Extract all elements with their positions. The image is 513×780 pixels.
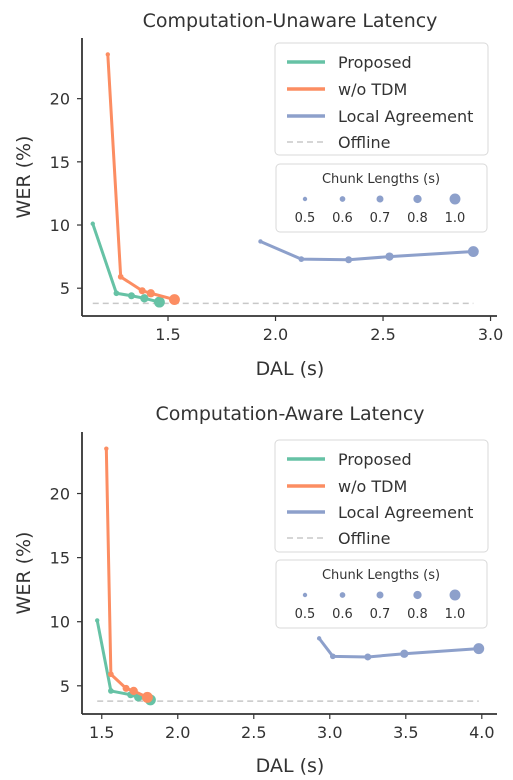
legend-label-proposed: Proposed [338, 53, 412, 72]
series-line-local-agreement [317, 637, 479, 659]
x-tick-label: 2.0 [263, 325, 288, 344]
x-tick-label: 2.5 [370, 325, 395, 344]
legend-label-wo-tdm: w/o TDM [338, 477, 407, 496]
legend: Proposed w/o TDM Local Agreement Offline [274, 439, 489, 553]
legend-box [274, 42, 489, 156]
chunk-legend-title: Chunk Lengths (s) [322, 172, 440, 187]
series-line-w-o-tdm [106, 54, 175, 302]
legend-label-local-agreement: Local Agreement [338, 107, 473, 126]
legend-box [274, 439, 489, 553]
x-tick-label: 1.5 [155, 325, 180, 344]
chunk-legend-label: 0.7 [370, 211, 391, 226]
x-tick-label: 3.0 [317, 723, 342, 742]
chunk-legend-label: 1.0 [445, 607, 466, 622]
x-tick-label: 3.5 [393, 723, 418, 742]
chunk-legend-label: 0.7 [370, 607, 391, 622]
chunk-legend-label: 0.5 [295, 211, 316, 226]
series-line-w-o-tdm [104, 448, 149, 699]
chunk-legend-label: 1.0 [445, 211, 466, 226]
x-axis-label: DAL (s) [256, 358, 325, 380]
chunk-legend-marker [339, 196, 346, 202]
data-point-local-agreement [467, 246, 479, 258]
data-point-w-o-tdm [122, 684, 130, 692]
chart-title: Computation-Unaware Latency [143, 10, 438, 32]
chunk-legend-label: 0.6 [332, 211, 353, 226]
chunk-legend-label: 0.8 [407, 211, 428, 226]
data-point-local-agreement [473, 643, 485, 655]
y-tick-label: 20 [50, 90, 70, 109]
series-line-local-agreement [259, 240, 474, 262]
data-point-proposed [108, 688, 114, 694]
chunk-legend-marker [449, 589, 461, 601]
data-point-local-agreement [364, 653, 372, 661]
data-point-w-o-tdm [104, 446, 109, 451]
data-point-proposed [127, 292, 135, 300]
y-tick-label: 20 [50, 485, 70, 504]
chunk-legend-label: 0.6 [332, 607, 353, 622]
x-axis-label: DAL (s) [256, 755, 325, 776]
data-point-local-agreement [258, 239, 263, 244]
chunk-legend-marker [376, 591, 384, 599]
data-point-local-agreement [298, 256, 305, 262]
data-point-local-agreement [400, 649, 409, 658]
y-axis-label: WER (%) [13, 136, 35, 219]
y-tick-label: 5 [60, 677, 70, 696]
legend-label-wo-tdm: w/o TDM [338, 80, 407, 99]
x-tick-label: 3.0 [478, 325, 503, 344]
legend: Proposed w/o TDM Local Agreement Offline [274, 42, 489, 156]
legend-label-offline: Offline [338, 133, 391, 152]
data-point-w-o-tdm [146, 289, 155, 298]
data-point-w-o-tdm [141, 691, 153, 703]
data-point-local-agreement [316, 636, 322, 641]
data-point-w-o-tdm [105, 52, 111, 57]
chunk-legend: Chunk Lengths (s) 0.5 0.6 0.7 0.8 1.0 [275, 163, 488, 233]
chunk-legend-items: 0.5 0.6 0.7 0.8 1.0 [295, 193, 466, 226]
data-point-proposed [113, 290, 120, 297]
chunk-legend-marker [413, 590, 422, 600]
plot-area: 1.5 2.0 2.5 3.0 5 10 15 20 [50, 52, 503, 344]
data-point-w-o-tdm [117, 273, 124, 280]
chart-panel-unaware: Computation-Unaware Latency 1.5 2.0 2.5 3.0… [13, 10, 503, 380]
chunk-legend-marker [449, 193, 461, 205]
y-tick-label: 10 [50, 613, 70, 632]
y-tick-label: 5 [60, 279, 70, 298]
data-point-local-agreement [345, 256, 353, 264]
chunk-legend: Chunk Lengths (s) 0.5 0.6 0.7 0.8 1.0 [275, 559, 488, 629]
data-point-proposed [140, 294, 149, 303]
chart-panel-aware: Computation-Aware Latency 1.5 2.0 2.5 3.0 3.… [13, 403, 497, 777]
chunk-legend-title: Chunk Lengths (s) [322, 568, 440, 583]
x-tick-label: 1.5 [89, 723, 114, 742]
chunk-legend-marker [376, 195, 384, 203]
chart-title: Computation-Aware Latency [155, 403, 424, 425]
data-point-w-o-tdm [138, 287, 146, 295]
data-point-proposed [95, 618, 100, 623]
data-point-w-o-tdm [108, 671, 114, 678]
chunk-legend-marker [339, 592, 346, 598]
legend-label-proposed: Proposed [338, 450, 412, 469]
data-point-w-o-tdm [169, 294, 180, 306]
data-point-local-agreement [329, 653, 336, 660]
chunk-legend-items: 0.5 0.6 0.7 0.8 1.0 [295, 589, 466, 622]
data-point-local-agreement [385, 252, 394, 261]
plot-area: 1.5 2.0 2.5 3.0 3.5 4.0 5 10 15 20 [50, 446, 495, 742]
chunk-legend-label: 0.8 [407, 607, 428, 622]
y-tick-label: 15 [50, 153, 70, 172]
data-point-proposed [153, 296, 165, 308]
y-axis-label: WER (%) [13, 532, 35, 615]
x-tick-label: 2.0 [165, 723, 190, 742]
chunk-legend-marker [302, 592, 308, 598]
data-point-w-o-tdm [129, 686, 138, 696]
data-point-proposed [90, 221, 95, 226]
chunk-legend-marker [302, 196, 308, 202]
y-tick-label: 10 [50, 216, 70, 235]
chunk-legend-label: 0.5 [295, 607, 316, 622]
y-tick-label: 15 [50, 549, 70, 568]
chunk-legend-marker [413, 194, 422, 204]
legend-label-offline: Offline [338, 529, 391, 548]
legend-label-local-agreement: Local Agreement [338, 503, 473, 522]
x-tick-label: 4.0 [469, 723, 494, 742]
x-tick-label: 2.5 [241, 723, 266, 742]
